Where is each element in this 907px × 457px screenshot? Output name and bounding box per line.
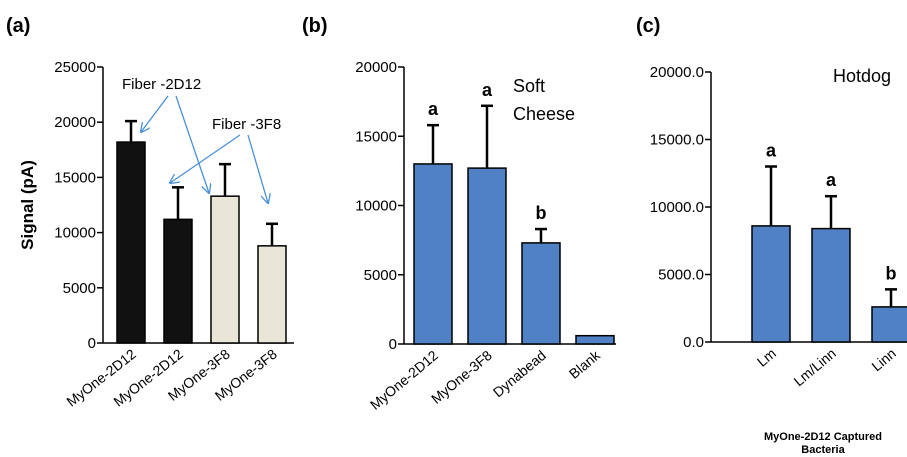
y-tick-label: 20000.0: [650, 64, 704, 81]
panel-b-label: (b): [302, 15, 328, 37]
panel-c-categories: Lm Lm/Linn Linn: [754, 345, 899, 389]
bar: [811, 227, 851, 343]
significance-letter: a: [766, 141, 777, 161]
arrow-fiber-3f8-a: [170, 134, 241, 183]
arrow-fiber-3f8-b: [247, 134, 268, 203]
significance-letter: a: [482, 80, 493, 100]
bar: [751, 225, 791, 343]
y-tick-label: 15000: [54, 169, 96, 186]
arrow-fiber-2d12-a: [141, 95, 169, 132]
panel-c-bars: a a b: [751, 141, 907, 343]
panel-a-y-axis-label: Signal (pA): [18, 160, 37, 250]
panel-a-annotations: Fiber -2D12 Fiber -3F8: [122, 76, 281, 203]
category-label: Lm: [754, 345, 779, 370]
y-tick-label: 5000.0: [658, 267, 704, 284]
category-label: MyOne-3F8: [428, 347, 495, 407]
bar: [116, 141, 146, 344]
bar: [521, 242, 561, 345]
y-tick-label: 10000: [54, 225, 96, 242]
bar: [871, 306, 907, 343]
panel-b-title-line-1: Soft: [513, 76, 545, 96]
y-tick-label: 0: [88, 335, 96, 352]
panel-b-bars: a a b: [413, 80, 615, 345]
bar: [413, 163, 453, 345]
y-tick-label: 20000: [54, 114, 96, 131]
panel-c-x-axis-label-line-2: Bacteria: [801, 444, 845, 456]
panel-a: (a) Signal (pA) 0 5000 10000 15000 20000 2500…: [6, 15, 294, 410]
panel-c-title: Hotdog: [833, 66, 891, 86]
y-tick-label: 10000: [355, 198, 397, 215]
y-tick-label: 0.0: [683, 334, 704, 351]
panel-b-title-line-2: Cheese: [513, 104, 575, 124]
bar: [467, 167, 507, 345]
category-label: Linn: [868, 345, 899, 374]
category-label: MyOne-2D12: [367, 347, 441, 413]
bar: [575, 334, 615, 345]
bar: [210, 195, 240, 344]
bar: [163, 218, 193, 344]
panel-c-x-axis-label-line-1: MyOne-2D12 Captured: [764, 431, 882, 443]
panel-a-bars: [116, 119, 287, 344]
panel-b: (b) Soft Cheese 0 5000 10000 15000 20000 a a b…: [302, 15, 616, 413]
category-label: Lm/Linn: [790, 345, 838, 389]
arrow-fiber-2d12-b: [175, 95, 209, 193]
panel-c: (c) Hotdog 0.0 5000.0 10000.0 15000.0 20000.…: [636, 15, 907, 456]
category-label: Blank: [566, 346, 604, 381]
y-tick-label: 25000: [54, 59, 96, 76]
category-label: Dynabead: [490, 347, 549, 400]
y-tick-label: 15000: [355, 128, 397, 145]
y-tick-label: 5000: [364, 267, 397, 284]
annotation-fiber-2d12: Fiber -2D12: [122, 76, 201, 93]
annotation-fiber-3f8: Fiber -3F8: [212, 116, 281, 133]
y-tick-label: 5000: [63, 280, 96, 297]
significance-letter: a: [428, 99, 439, 119]
panel-a-y-ticks: 0 5000 10000 15000 20000 25000: [54, 59, 294, 352]
panel-c-y-ticks: 0.0 5000.0 10000.0 15000.0 20000.0: [650, 64, 907, 351]
y-tick-label: 10000.0: [650, 199, 704, 216]
y-tick-label: 0: [389, 336, 397, 353]
bar: [257, 245, 287, 344]
panel-c-label: (c): [636, 15, 660, 37]
significance-letter: b: [886, 263, 897, 283]
y-tick-label: 20000: [355, 59, 397, 76]
panel-a-label: (a): [6, 15, 30, 37]
significance-letter: a: [826, 170, 837, 190]
significance-letter: b: [536, 203, 547, 223]
y-tick-label: 15000.0: [650, 132, 704, 149]
